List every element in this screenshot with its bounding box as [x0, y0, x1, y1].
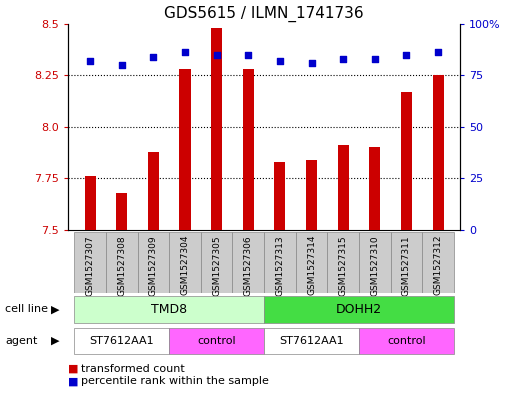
Bar: [264, 296, 454, 323]
Bar: [169, 232, 201, 293]
Text: control: control: [197, 336, 236, 346]
Text: ST7612AA1: ST7612AA1: [279, 336, 344, 346]
Bar: [369, 147, 380, 230]
Bar: [327, 232, 359, 293]
Text: GSM1527312: GSM1527312: [434, 235, 442, 296]
Text: GSM1527305: GSM1527305: [212, 235, 221, 296]
Bar: [359, 328, 454, 354]
Text: GSM1527310: GSM1527310: [370, 235, 379, 296]
Bar: [148, 151, 159, 230]
Point: [276, 58, 284, 64]
Title: GDS5615 / ILMN_1741736: GDS5615 / ILMN_1741736: [164, 6, 364, 22]
Bar: [338, 145, 349, 230]
Point: [371, 55, 379, 62]
Bar: [116, 193, 127, 230]
Point: [339, 55, 347, 62]
Bar: [138, 232, 169, 293]
Bar: [264, 232, 295, 293]
Bar: [106, 232, 138, 293]
Text: ▶: ▶: [51, 336, 59, 346]
Bar: [391, 232, 422, 293]
Bar: [169, 328, 264, 354]
Bar: [401, 92, 412, 230]
Bar: [295, 232, 327, 293]
Text: control: control: [387, 336, 426, 346]
Bar: [233, 232, 264, 293]
Bar: [85, 176, 96, 230]
Text: GSM1527315: GSM1527315: [339, 235, 348, 296]
Bar: [264, 328, 359, 354]
Text: GSM1527311: GSM1527311: [402, 235, 411, 296]
Text: GSM1527307: GSM1527307: [86, 235, 95, 296]
Point: [181, 49, 189, 55]
Bar: [74, 232, 106, 293]
Bar: [179, 69, 190, 230]
Text: ST7612AA1: ST7612AA1: [89, 336, 154, 346]
Bar: [422, 232, 454, 293]
Bar: [74, 328, 169, 354]
Point: [118, 62, 126, 68]
Text: GSM1527309: GSM1527309: [149, 235, 158, 296]
Text: GSM1527314: GSM1527314: [307, 235, 316, 296]
Text: ■: ■: [68, 376, 78, 386]
Text: ■: ■: [68, 364, 78, 374]
Text: cell line: cell line: [5, 305, 48, 314]
Text: percentile rank within the sample: percentile rank within the sample: [81, 376, 269, 386]
Point: [86, 58, 94, 64]
Text: GSM1527306: GSM1527306: [244, 235, 253, 296]
Bar: [74, 296, 264, 323]
Bar: [275, 162, 286, 230]
Point: [212, 51, 221, 58]
Text: GSM1527313: GSM1527313: [276, 235, 285, 296]
Point: [434, 49, 442, 55]
Point: [244, 51, 253, 58]
Bar: [243, 69, 254, 230]
Bar: [306, 160, 317, 230]
Bar: [211, 28, 222, 230]
Text: agent: agent: [5, 336, 38, 346]
Bar: [201, 232, 233, 293]
Point: [149, 53, 157, 60]
Text: GSM1527304: GSM1527304: [180, 235, 189, 296]
Point: [308, 60, 316, 66]
Text: DOHH2: DOHH2: [336, 303, 382, 316]
Text: ▶: ▶: [51, 305, 59, 314]
Bar: [433, 75, 444, 230]
Text: transformed count: transformed count: [81, 364, 185, 374]
Point: [402, 51, 411, 58]
Text: GSM1527308: GSM1527308: [117, 235, 126, 296]
Text: TMD8: TMD8: [151, 303, 187, 316]
Bar: [359, 232, 391, 293]
